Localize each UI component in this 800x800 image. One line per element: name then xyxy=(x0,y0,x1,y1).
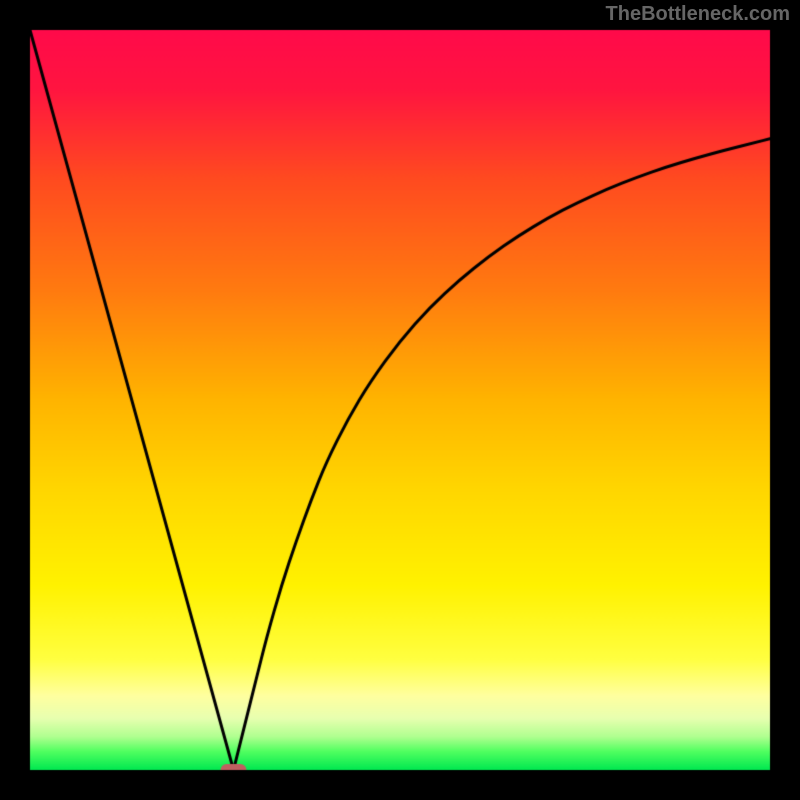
bottleneck-chart xyxy=(0,0,800,800)
watermark-text: TheBottleneck.com xyxy=(606,3,790,26)
